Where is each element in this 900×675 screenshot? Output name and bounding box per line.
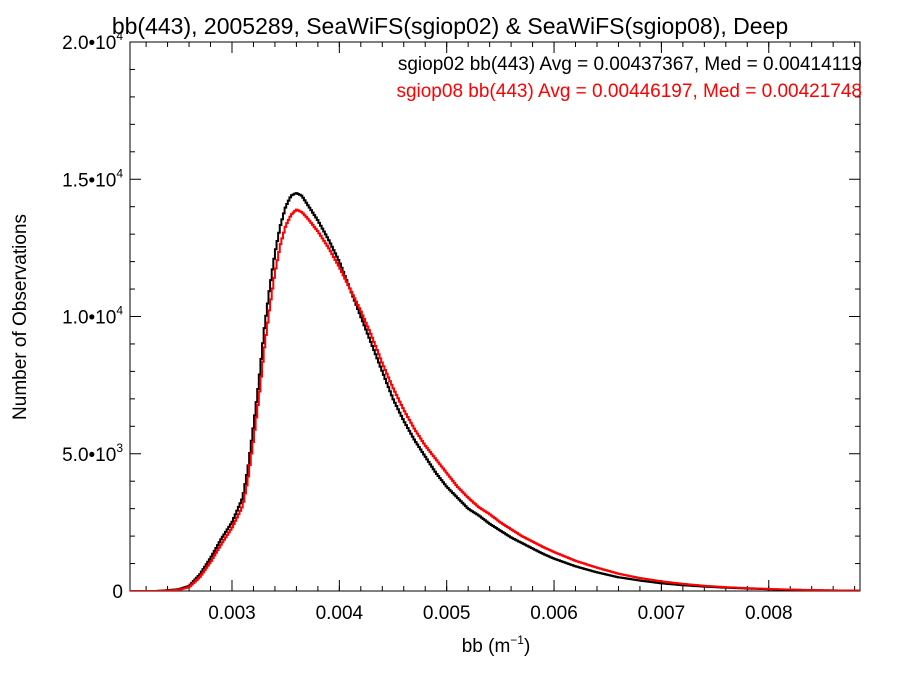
x-tick-label: 0.005 [423, 603, 471, 624]
chart-title: bb(443), 2005289, SeaWiFS(sgiop02) & Sea… [112, 13, 788, 39]
data-series [130, 192, 860, 591]
series-line-sgiop08 [130, 208, 860, 591]
x-tick-label: 0.003 [208, 603, 256, 624]
y-tick-label: 2.0•104 [62, 29, 123, 54]
legend-entry-sgiop08: sgiop08 bb(443) Avg = 0.00446197, Med = … [396, 81, 862, 102]
x-axis-ticks: 0.003 0.004 0.005 0.006 0.007 0.008 [145, 42, 856, 624]
x-tick-label: 0.007 [638, 603, 686, 624]
y-tick-label: 0 [112, 582, 123, 603]
x-tick-label: 0.004 [316, 603, 364, 624]
x-axis-label-close: ) [524, 636, 530, 657]
y-axis-ticks: 0 5.0•103 1.0•104 1.5•104 2.0•104 [62, 29, 860, 603]
plot-axes [129, 41, 861, 592]
x-axis-label-superscript: −1 [510, 633, 524, 647]
x-axis-label: bb (m−1) [462, 633, 531, 657]
x-axis-label-main: bb (m [462, 636, 511, 657]
x-tick-label: 0.006 [530, 603, 578, 624]
legend-entry-sgiop02: sgiop02 bb(443) Avg = 0.00437367, Med = … [398, 54, 862, 75]
series-line-sgiop02 [130, 192, 860, 591]
x-tick-label: 0.008 [745, 603, 793, 624]
plot-frame [129, 41, 861, 592]
y-tick-label: 1.5•104 [62, 166, 123, 191]
y-axis-label: Number of Observations [10, 214, 31, 420]
y-tick-label: 1.0•104 [62, 304, 123, 329]
y-tick-label: 5.0•103 [62, 441, 123, 466]
